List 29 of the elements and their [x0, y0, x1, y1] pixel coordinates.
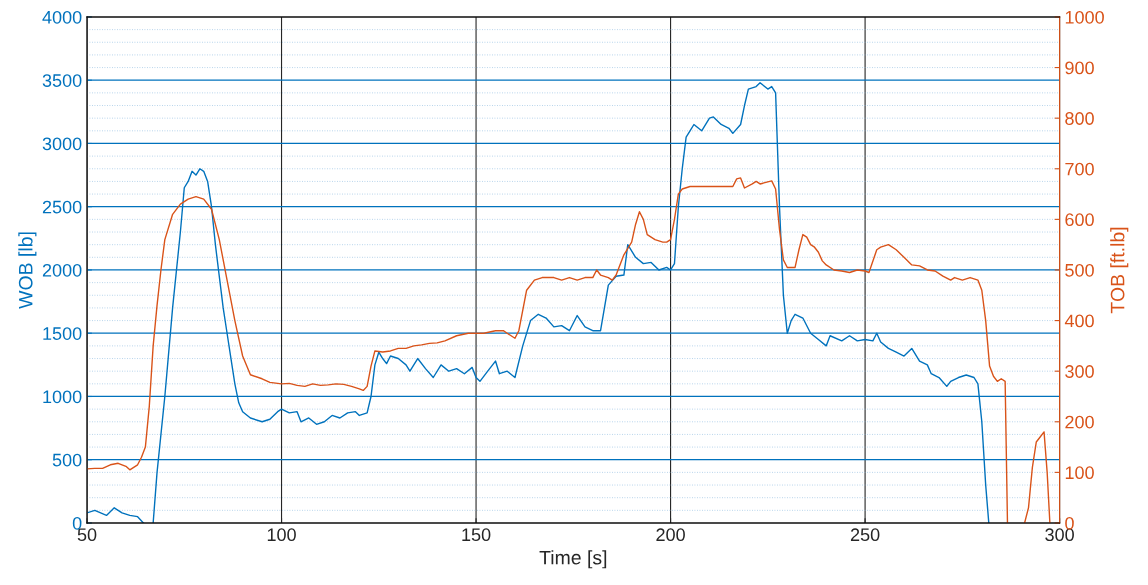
x-tick-label: 300 [1045, 528, 1074, 542]
y2-tick-label: 400 [1064, 314, 1094, 328]
y-tick-label: 500 [52, 453, 82, 467]
y-tick-label: 3000 [42, 137, 82, 151]
y2-tick-label: 200 [1065, 415, 1094, 429]
y2-tick-label: 600 [1065, 213, 1094, 227]
y2-tick-label: 0 [1065, 516, 1074, 530]
y-axis-title: WOB [lb] [18, 232, 37, 309]
y2-axis-title: TOB [ft.lb] [1110, 227, 1129, 314]
y2-tick-label: 1000 [1065, 10, 1104, 24]
y2-tick-label: 300 [1065, 365, 1094, 378]
y2-tick-label: 100 [1065, 466, 1094, 480]
x-tick-label: 50 [77, 528, 97, 542]
y-tick-label: 3500 [42, 74, 82, 87]
y2-tick-label: 700 [1065, 162, 1094, 176]
x-tick-label: 100 [267, 528, 296, 542]
y-tick-label: 4000 [42, 10, 82, 24]
x-tick-label: 250 [850, 528, 880, 542]
y-tick-label: 2500 [42, 200, 82, 214]
x-tick-label: 150 [462, 528, 491, 542]
y2-tick-label: 800 [1065, 112, 1094, 125]
x-tick-label: 200 [656, 528, 685, 542]
x-axis-title: Time [s] [539, 550, 607, 569]
y-tick-label: 1000 [43, 390, 82, 404]
y-tick-label: 0 [72, 516, 82, 530]
y2-tick-label: 900 [1065, 61, 1094, 75]
y2-tick-label: 500 [1065, 263, 1094, 277]
y-tick-label: 1500 [43, 327, 82, 340]
y-tick-label: 2000 [42, 263, 82, 277]
